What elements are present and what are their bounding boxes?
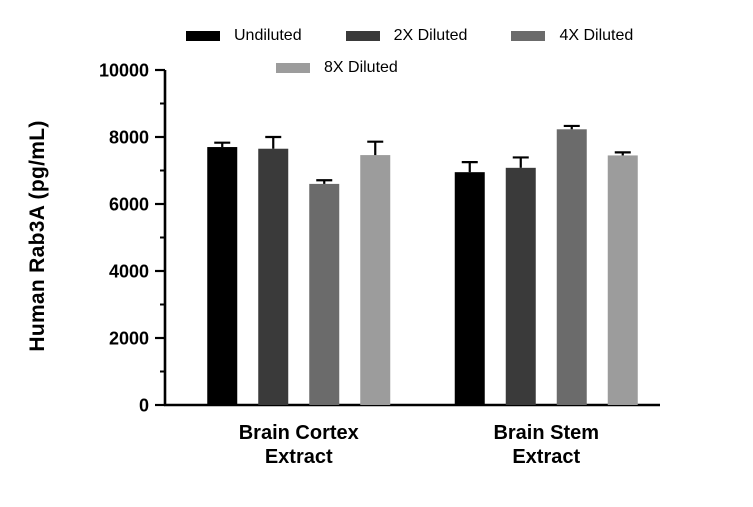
legend-item: 8X Diluted xyxy=(276,58,398,78)
bar xyxy=(556,129,587,406)
legend-label: 2X Diluted xyxy=(393,27,468,44)
chart-legend: Undiluted 2X Diluted 4X Diluted 8X Diluted xyxy=(186,26,726,78)
y-tick-label: 2000 xyxy=(109,328,149,348)
legend-item: 4X Diluted xyxy=(511,26,633,46)
y-tick-label: 8000 xyxy=(109,127,149,147)
bar xyxy=(607,155,638,405)
y-tick-label: 0 xyxy=(139,395,149,415)
legend-swatch xyxy=(276,63,310,73)
bar xyxy=(309,183,340,405)
bar xyxy=(360,155,391,405)
y-tick-label: 4000 xyxy=(109,261,149,281)
bar xyxy=(258,148,289,405)
y-axis-title: Human Rab3A (pg/mL) xyxy=(26,120,49,352)
bar xyxy=(505,167,536,405)
legend-item: 2X Diluted xyxy=(345,26,468,46)
y-tick-label: 10000 xyxy=(99,60,149,80)
x-category-label: Brain Stem Extract xyxy=(493,422,599,468)
legend-label: Undiluted xyxy=(234,27,302,44)
legend-label: 4X Diluted xyxy=(559,27,634,44)
legend-label: 8X Diluted xyxy=(324,59,398,76)
y-tick-label: 6000 xyxy=(109,194,149,214)
legend-item: Undiluted xyxy=(186,26,302,46)
bar xyxy=(454,172,485,405)
legend-swatch xyxy=(186,31,220,41)
legend-swatch xyxy=(511,31,546,41)
legend-swatch xyxy=(345,31,380,41)
x-category-label: Brain Cortex Extract xyxy=(239,422,359,468)
bar xyxy=(207,147,238,406)
